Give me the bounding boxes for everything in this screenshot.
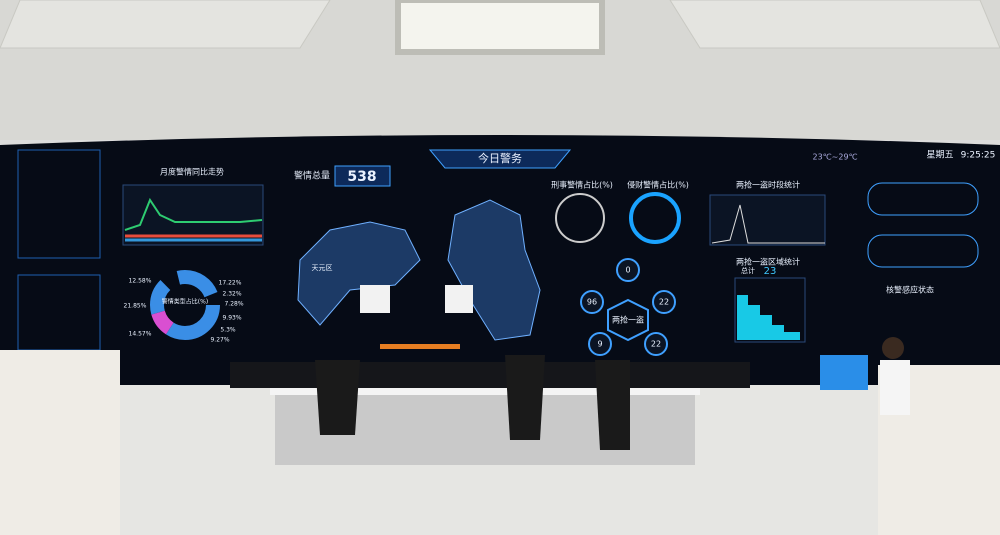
hub-node: [588, 332, 612, 356]
share-label: 7.28%: [224, 301, 243, 308]
hub-value: 9: [597, 340, 602, 349]
bars: [737, 295, 800, 340]
panel-title: 警情类型占比(%): [162, 298, 208, 306]
hub-value: 22: [659, 298, 669, 307]
total-label: 警情总量: [294, 170, 330, 182]
share-label: 9.93%: [222, 315, 241, 322]
map-label: 天元区: [312, 264, 333, 272]
ceiling-panel: [0, 0, 331, 49]
donut: [150, 270, 220, 340]
chair: [505, 355, 545, 440]
person-head: [882, 337, 904, 359]
legend-bar: [380, 344, 460, 349]
hub-value: 0: [625, 266, 630, 275]
panel-title: 刑事警情占比(%): [551, 180, 613, 190]
trend-line: [124, 197, 263, 231]
share-label: 14.57%: [129, 331, 152, 338]
time: 9:25:25: [961, 151, 996, 161]
g: 今日警务 警情总量 538 23℃~29℃ 星期五 9:25:25 月度警情同比…: [160, 150, 995, 325]
hub-node: [652, 290, 676, 314]
share-label: 17.22%: [219, 280, 242, 287]
monitor: [820, 355, 868, 390]
ceiling-panel: [669, 0, 1000, 49]
hub-value: 22: [651, 340, 661, 349]
share-label: 2.32%: [222, 291, 241, 298]
share-label: 12.58%: [129, 278, 152, 285]
person: [880, 360, 910, 415]
console: [0, 350, 120, 535]
hub-value: 96: [587, 298, 597, 307]
side-panel: [867, 182, 979, 216]
counter-box: [334, 165, 391, 187]
share-label: 9.27%: [210, 337, 229, 344]
weekday: 星期五: [926, 150, 953, 161]
map-region: [447, 199, 541, 341]
title-bar: [428, 149, 572, 169]
panel-frame: [17, 149, 101, 259]
panel-title: 两抢一盗时段统计: [736, 180, 800, 190]
panel-title: 两抢一盗区域统计: [736, 257, 800, 267]
hub-node: [616, 258, 640, 282]
region-total-label: 总计: [741, 266, 755, 275]
popup: [360, 285, 390, 313]
period-line: [711, 204, 825, 244]
panel-title: 侵财警情占比(%): [627, 180, 689, 190]
share-label: 5.3%: [220, 327, 236, 334]
monitor-row: [230, 362, 750, 388]
chart-area: [709, 194, 826, 246]
chair: [315, 360, 360, 435]
title: 今日警务: [478, 151, 522, 165]
chart-area: [734, 277, 806, 343]
hub: [607, 298, 649, 342]
map-region: [297, 221, 421, 326]
weather: 23℃~29℃: [812, 153, 857, 162]
region-total: 23: [764, 266, 777, 277]
skylight: [395, 0, 605, 55]
hub-node: [644, 332, 668, 356]
total: 538: [347, 169, 376, 185]
popup: [445, 285, 473, 313]
pie: [555, 193, 605, 243]
desk-top: [270, 385, 700, 395]
side-panel: [867, 234, 979, 268]
hub-label: 两抢一盗: [612, 315, 644, 325]
panel-title: 核警感应状态: [886, 285, 934, 295]
hub-node: [580, 290, 604, 314]
chair: [595, 360, 630, 450]
pie: [629, 192, 681, 244]
panel-title: 月度警情同比走势: [160, 167, 224, 177]
share-label: 21.85%: [124, 303, 147, 310]
